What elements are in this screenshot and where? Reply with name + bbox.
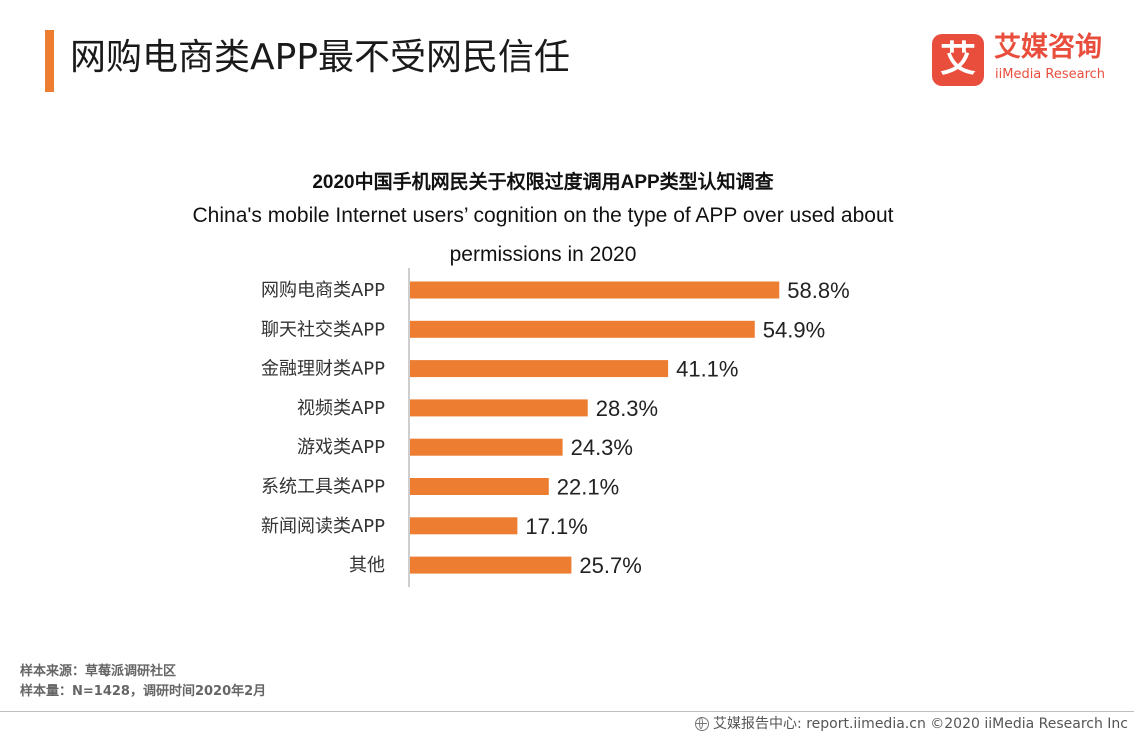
bar xyxy=(410,438,563,456)
value-label: 25.7% xyxy=(579,553,641,578)
logo-name-en: iiMedia Research xyxy=(995,67,1106,82)
globe-icon xyxy=(695,717,710,731)
sample-source-note: 样本来源：草莓派调研社区 xyxy=(20,664,177,679)
category-label: 其他 xyxy=(349,555,385,576)
bar xyxy=(410,478,549,495)
logo-name-cn: 艾媒咨询 xyxy=(994,32,1102,63)
chart-title-en-line2: permissions in 2020 xyxy=(449,243,637,266)
bar xyxy=(410,320,755,338)
category-label: 网购电商类APP xyxy=(261,280,385,301)
category-label: 游戏类APP xyxy=(297,437,385,458)
logo-mark-icon: 艾 xyxy=(932,34,984,86)
value-label: 41.1% xyxy=(676,357,738,382)
bar xyxy=(410,517,518,535)
category-label: 金融理财类APP xyxy=(261,359,385,380)
footer-credit: 艾媒报告中心: report.iimedia.cn ©2020 iiMedia … xyxy=(695,713,1128,735)
bar xyxy=(410,399,588,417)
footer-credit-text: 艾媒报告中心: report.iimedia.cn ©2020 iiMedia … xyxy=(713,716,1128,732)
value-label: 58.8% xyxy=(787,278,849,303)
value-label: 22.1% xyxy=(557,475,619,500)
bar xyxy=(410,360,669,378)
sample-size-note: 样本量：N=1428，调研时间2020年2月 xyxy=(20,684,267,699)
footer-divider xyxy=(0,711,1134,712)
category-label: 新闻阅读类APP xyxy=(261,516,385,537)
value-label: 54.9% xyxy=(763,317,825,342)
chart-title-en-line1: China's mobile Internet users’ cognition… xyxy=(192,204,894,227)
category-label: 视频类APP xyxy=(297,398,385,419)
value-label: 28.3% xyxy=(596,396,658,421)
bar xyxy=(410,556,572,574)
page-title: 网购电商类APP最不受网民信任 xyxy=(70,37,571,78)
category-label: 系统工具类APP xyxy=(261,477,385,498)
bar xyxy=(410,281,780,299)
title-accent-bar xyxy=(45,30,54,92)
brand-logo: 艾 艾媒咨询 iiMedia Research xyxy=(932,32,1122,86)
value-label: 17.1% xyxy=(525,514,587,539)
chart-title-cn: 2020中国手机网民关于权限过度调用APP类型认知调查 xyxy=(312,172,774,193)
category-label: 聊天社交类APP xyxy=(261,319,385,340)
value-label: 24.3% xyxy=(571,435,633,460)
